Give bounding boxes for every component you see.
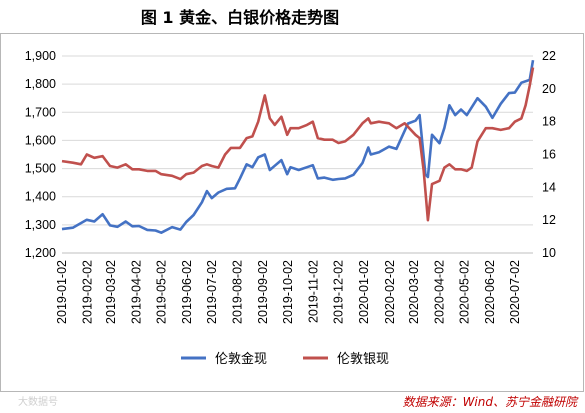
left-tick-label: 1,300 bbox=[25, 218, 56, 232]
x-tick-label: 2019-11-02 bbox=[307, 260, 321, 323]
right-tick-label: 22 bbox=[542, 49, 556, 63]
x-tick-label: 2019-10-02 bbox=[281, 260, 295, 324]
legend: 伦敦金现 伦敦银现 bbox=[181, 351, 389, 367]
legend-silver-label: 伦敦银现 bbox=[337, 351, 389, 367]
x-tick-label: 2020-05-02 bbox=[457, 260, 471, 324]
plot-frame bbox=[0, 33, 584, 392]
x-tick-label: 2019-05-02 bbox=[154, 260, 168, 324]
watermark: 大数据号 bbox=[18, 395, 58, 408]
x-tick-label: 2019-03-02 bbox=[104, 260, 118, 324]
left-tick-label: 1,900 bbox=[25, 49, 56, 63]
left-tick-label: 1,600 bbox=[25, 133, 56, 147]
x-tick-label: 2019-01-02 bbox=[55, 260, 69, 324]
right-tick-label: 16 bbox=[542, 148, 556, 162]
x-tick-label: 2020-01-02 bbox=[357, 260, 371, 324]
left-tick-label: 1,400 bbox=[25, 190, 56, 204]
left-tick-label: 1,800 bbox=[25, 77, 56, 91]
right-tick-label: 18 bbox=[542, 115, 556, 129]
x-tick-label: 2019-09-02 bbox=[256, 260, 270, 324]
gridlines bbox=[62, 55, 533, 254]
chart-title: 图 1 黄金、白银价格走势图 bbox=[141, 8, 339, 27]
right-tick-label: 20 bbox=[542, 82, 556, 96]
x-tick-label: 2020-02-02 bbox=[383, 260, 397, 324]
left-axis-ticks: 1,200 1,300 1,400 1,500 1,600 1,700 1,800 1,900 bbox=[25, 49, 56, 260]
source-note: 数据来源：Wind、苏宁金融研院 bbox=[403, 395, 579, 409]
right-tick-label: 10 bbox=[542, 246, 556, 260]
x-tick-label: 2019-02-02 bbox=[81, 260, 95, 324]
x-tick-label: 2019-07-02 bbox=[205, 260, 219, 324]
left-tick-label: 1,500 bbox=[25, 162, 56, 176]
left-tick-label: 1,200 bbox=[25, 246, 56, 260]
x-tick-label: 2020-07-02 bbox=[508, 260, 522, 324]
legend-gold-label: 伦敦金现 bbox=[215, 351, 267, 367]
x-tick-label: 2020-06-02 bbox=[483, 260, 497, 324]
x-axis-ticks: 2019-01-02 2019-02-02 2019-03-02 2019-04-02… bbox=[55, 252, 533, 324]
left-tick-label: 1,700 bbox=[25, 105, 56, 119]
right-axis-ticks: 10 12 14 16 18 20 22 bbox=[542, 49, 556, 260]
right-tick-label: 12 bbox=[542, 213, 556, 227]
x-tick-label: 2019-12-02 bbox=[331, 260, 345, 324]
x-tick-label: 2020-03-02 bbox=[407, 260, 421, 324]
x-tick-label: 2019-06-02 bbox=[180, 260, 194, 324]
x-tick-label: 2019-08-02 bbox=[230, 260, 244, 324]
x-tick-label: 2019-04-02 bbox=[129, 260, 143, 324]
series-lines bbox=[61, 59, 535, 234]
right-tick-label: 14 bbox=[542, 180, 556, 194]
gold-price-line bbox=[61, 59, 535, 234]
x-tick-label: 2020-04-02 bbox=[432, 260, 446, 324]
silver-price-line bbox=[61, 67, 535, 222]
